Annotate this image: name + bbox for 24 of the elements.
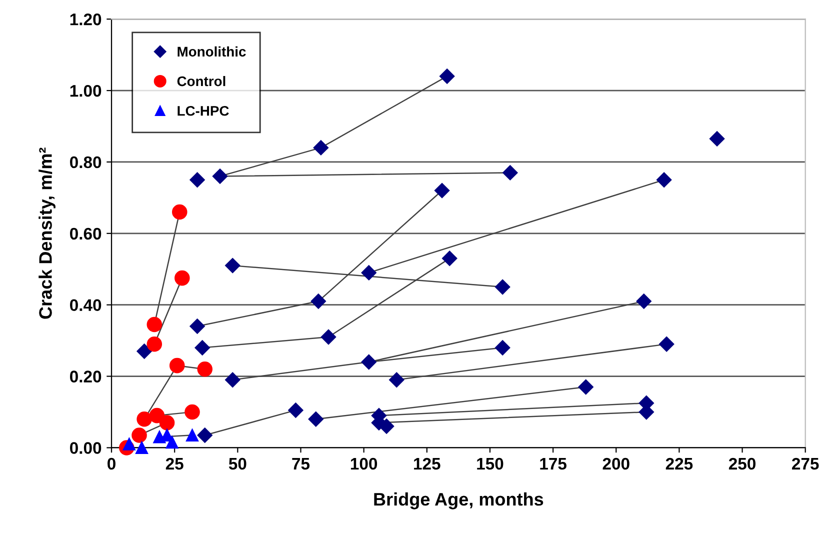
x-tick-label: 100 <box>350 458 378 470</box>
x-tick-label: 0 <box>108 458 116 470</box>
x-tick-label: 275 <box>792 458 819 470</box>
legend-label: Monolithic <box>178 46 246 57</box>
legend-label: Control <box>177 76 226 86</box>
x-tick-label: 125 <box>414 458 440 470</box>
x-tick-label: 50 <box>228 458 246 470</box>
x-tick-label: 250 <box>728 458 756 470</box>
y-tick-label: 0.20 <box>70 370 102 382</box>
y-tick-label: 0.00 <box>70 442 102 454</box>
y-axis-title: Crack Density, m/m² <box>38 148 56 319</box>
x-tick-label: 175 <box>540 458 566 470</box>
legend-label: LC-HPC <box>178 106 229 116</box>
x-tick-label: 225 <box>666 458 693 470</box>
y-tick-label: 1.00 <box>70 84 102 97</box>
y-tick-label: 0.80 <box>70 156 102 168</box>
y-tick-label: 0.40 <box>70 299 102 312</box>
x-tick-label: 200 <box>602 458 630 470</box>
x-tick-label: 150 <box>477 458 504 470</box>
x-tick-label: 25 <box>166 458 184 470</box>
y-tick-label: 1.20 <box>70 14 102 26</box>
x-axis-title: Bridge Age, months <box>374 492 544 510</box>
y-tick-label: 0.60 <box>70 228 102 240</box>
x-tick-label: 75 <box>292 458 310 470</box>
